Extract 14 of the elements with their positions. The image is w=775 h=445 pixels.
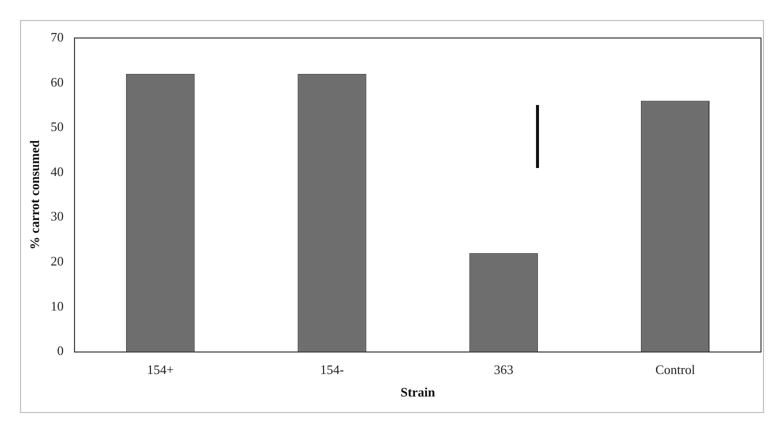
- y-tick-label: 10: [50, 298, 64, 314]
- x-tick-label: 363: [494, 362, 514, 378]
- y-tick-label: 40: [50, 164, 64, 179]
- y-tick-label: 0: [57, 343, 64, 358]
- y-tick-label: 60: [50, 74, 64, 90]
- y-tick-label: 70: [50, 29, 64, 44]
- x-tick-label: 154-: [320, 362, 344, 378]
- y-tick-label: 30: [50, 208, 64, 224]
- y-tick-label: 50: [50, 119, 64, 134]
- x-tick-label: Control: [655, 362, 696, 378]
- y-tick-label: 20: [50, 254, 64, 269]
- x-axis-title: Strain: [400, 384, 436, 400]
- x-tick-label: 154+: [146, 362, 174, 378]
- y-axis-title: % carrot consumed: [27, 139, 42, 250]
